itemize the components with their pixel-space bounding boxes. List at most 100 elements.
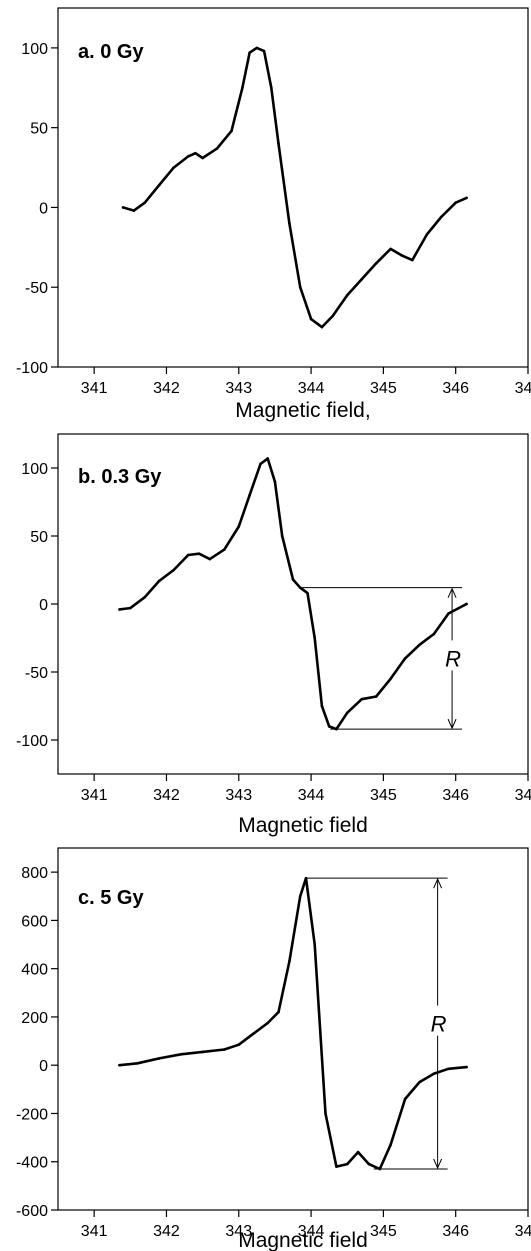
x-tick-label: 344	[298, 380, 325, 397]
x-tick-label: 344	[298, 1223, 325, 1240]
data-point	[367, 1162, 371, 1166]
data-point	[389, 1143, 392, 1147]
x-tick-label: 342	[153, 1223, 180, 1240]
x-tick-label: 346	[442, 787, 469, 804]
x-tick-label: 346	[442, 1223, 469, 1240]
data-point	[288, 960, 291, 963]
y-tick-label: -600	[16, 1203, 48, 1220]
panel-title: b. 0.3 Gy	[78, 466, 162, 488]
data-point	[331, 314, 335, 318]
panel-b-0-3gy: 341 342 343 344 345 346 347 -100 -50 0 50 100 Rb. 0.…	[16, 433, 531, 837]
y-tick-label: 600	[21, 913, 48, 930]
y-tick-label: -50	[25, 665, 48, 682]
r-annotation-label: R	[445, 646, 461, 671]
x-tick-label: 343	[225, 787, 252, 804]
panel-title: c. 5 Gy	[78, 887, 144, 909]
y-tick-label: 100	[21, 461, 48, 478]
y-tick-label: -200	[16, 1106, 48, 1123]
x-tick-label: 343	[225, 1223, 252, 1240]
data-point	[129, 606, 132, 610]
data-point	[345, 711, 349, 715]
data-point	[465, 602, 468, 606]
data-point	[186, 155, 190, 158]
series-line	[118, 876, 468, 1171]
data-point	[425, 233, 429, 236]
data-point	[251, 1032, 255, 1036]
data-point	[201, 1050, 204, 1054]
x-tick-label: 342	[153, 380, 180, 397]
data-point	[389, 677, 392, 681]
data-point	[313, 636, 316, 640]
panel-title: a. 0 Gy	[78, 41, 144, 63]
data-point	[439, 215, 443, 219]
y-tick-label: 800	[21, 865, 48, 882]
data-point	[157, 579, 161, 583]
data-point	[465, 1065, 468, 1069]
r-annotation-label: R	[431, 1012, 447, 1037]
data-point	[324, 1112, 327, 1115]
x-tick-label: 341	[81, 787, 108, 804]
y-tick-label: 50	[30, 121, 48, 138]
data-point	[223, 1048, 226, 1051]
data-point	[309, 317, 313, 321]
data-point	[237, 1043, 241, 1046]
y-tick-label: -100	[16, 733, 48, 750]
data-point	[298, 285, 302, 289]
data-point	[403, 1097, 407, 1101]
y-tick-label: 50	[30, 529, 48, 546]
data-point	[118, 608, 121, 611]
data-point	[248, 51, 251, 54]
data-point	[432, 632, 436, 636]
data-point	[374, 261, 378, 265]
data-point	[447, 1067, 450, 1071]
x-tick-label: 341	[81, 380, 108, 397]
data-point	[262, 49, 266, 53]
y-tick-label: -400	[16, 1155, 48, 1172]
y-tick-label: 0	[39, 1058, 48, 1075]
data-point	[389, 247, 392, 251]
data-point	[132, 209, 136, 212]
data-point	[241, 86, 244, 90]
data-point	[360, 697, 363, 701]
data-point	[223, 548, 226, 551]
x-tick-label: 345	[370, 380, 397, 397]
data-point	[215, 147, 219, 150]
data-point	[327, 725, 331, 728]
y-tick-label: 400	[21, 962, 48, 979]
data-point	[143, 201, 147, 204]
data-point	[465, 196, 468, 200]
data-point	[266, 1021, 269, 1025]
data-point	[259, 462, 262, 466]
x-tick-label: 345	[370, 787, 397, 804]
plot-frame	[57, 7, 529, 368]
data-point	[280, 534, 284, 538]
data-point	[277, 142, 280, 145]
data-point	[208, 557, 212, 561]
data-point	[136, 1061, 139, 1065]
x-tick-label: 347	[515, 787, 531, 804]
data-point	[313, 943, 316, 946]
data-point	[237, 525, 241, 528]
x-tick-label: 344	[298, 787, 325, 804]
x-tick-label: 347	[515, 1223, 531, 1240]
y-tick-label: 0	[39, 200, 48, 217]
data-point	[172, 568, 175, 572]
x-tick-label: 345	[370, 1223, 397, 1240]
data-point	[345, 293, 349, 297]
r-arrowhead-up	[447, 587, 457, 598]
data-point	[277, 1010, 280, 1014]
data-point	[320, 325, 324, 329]
data-point	[432, 1072, 436, 1075]
data-point	[186, 553, 190, 557]
data-point	[172, 166, 175, 169]
data-point	[273, 480, 277, 483]
data-point	[194, 151, 197, 155]
data-point	[360, 277, 363, 281]
data-point	[157, 1057, 161, 1060]
x-axis-label: Magnetic field	[238, 814, 368, 837]
data-point	[306, 591, 309, 595]
plot-frame	[57, 847, 529, 1211]
panel-a-0gy: 341 342 343 344 345 346 347 -100 -50 0 50 100 a. 0 G…	[16, 7, 531, 422]
data-point	[255, 46, 259, 50]
